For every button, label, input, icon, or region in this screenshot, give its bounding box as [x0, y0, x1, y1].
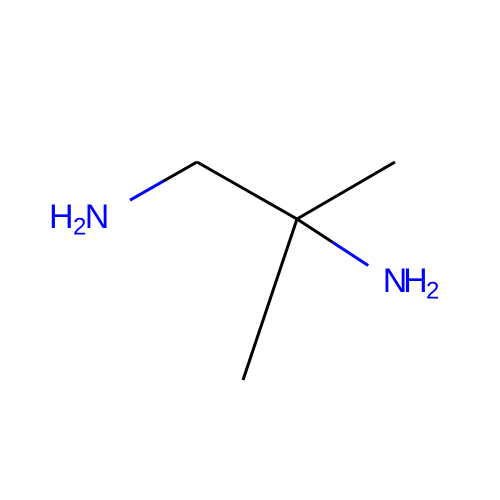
atom-N1-sub: 2 [73, 213, 86, 240]
bond-N1-C2-b [164, 162, 197, 181]
bond-C2-C3 [197, 162, 297, 219]
atom-N1-H: H [49, 198, 74, 236]
atom-N2-sub: 2 [426, 277, 439, 304]
molecule-diagram: N2HNH2 [0, 0, 500, 500]
bond-N1-C2-a [130, 181, 163, 200]
bond-C3-N2-a [297, 219, 333, 242]
bond-C3-C4a [297, 162, 395, 219]
atom-N1-N: N [85, 198, 110, 236]
atom-N2-H: H [403, 262, 428, 300]
bond-C3-C4b [243, 219, 297, 380]
bond-C3-N2-b [333, 242, 369, 265]
